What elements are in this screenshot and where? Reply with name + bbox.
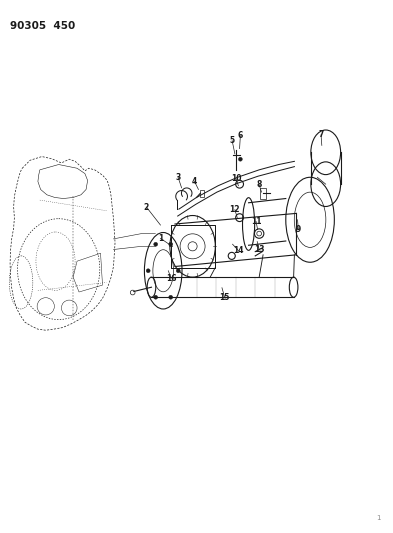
Circle shape [169,295,173,299]
Text: 1: 1 [376,515,380,521]
Bar [260,188,266,198]
Circle shape [169,243,173,246]
Text: 13: 13 [254,245,264,254]
Text: 2: 2 [144,203,149,212]
Text: 7: 7 [318,130,324,139]
Text: 3: 3 [175,173,181,182]
Text: 4: 4 [192,177,197,186]
Text: 5: 5 [230,136,235,145]
Text: 11: 11 [251,217,261,226]
Text: 16: 16 [166,273,176,282]
Text: 12: 12 [230,205,240,214]
Text: 14: 14 [233,246,244,255]
Circle shape [146,269,150,273]
Text: 9: 9 [296,225,301,234]
Circle shape [239,157,242,161]
Text: 6: 6 [238,131,243,140]
Bar [200,190,204,197]
Text: 8: 8 [257,180,262,189]
Text: 15: 15 [220,293,230,302]
Text: 10: 10 [231,174,241,183]
Text: 1: 1 [158,234,163,243]
Circle shape [176,269,180,273]
Circle shape [154,243,158,246]
Circle shape [154,295,158,299]
Text: 90305  450: 90305 450 [11,21,76,31]
